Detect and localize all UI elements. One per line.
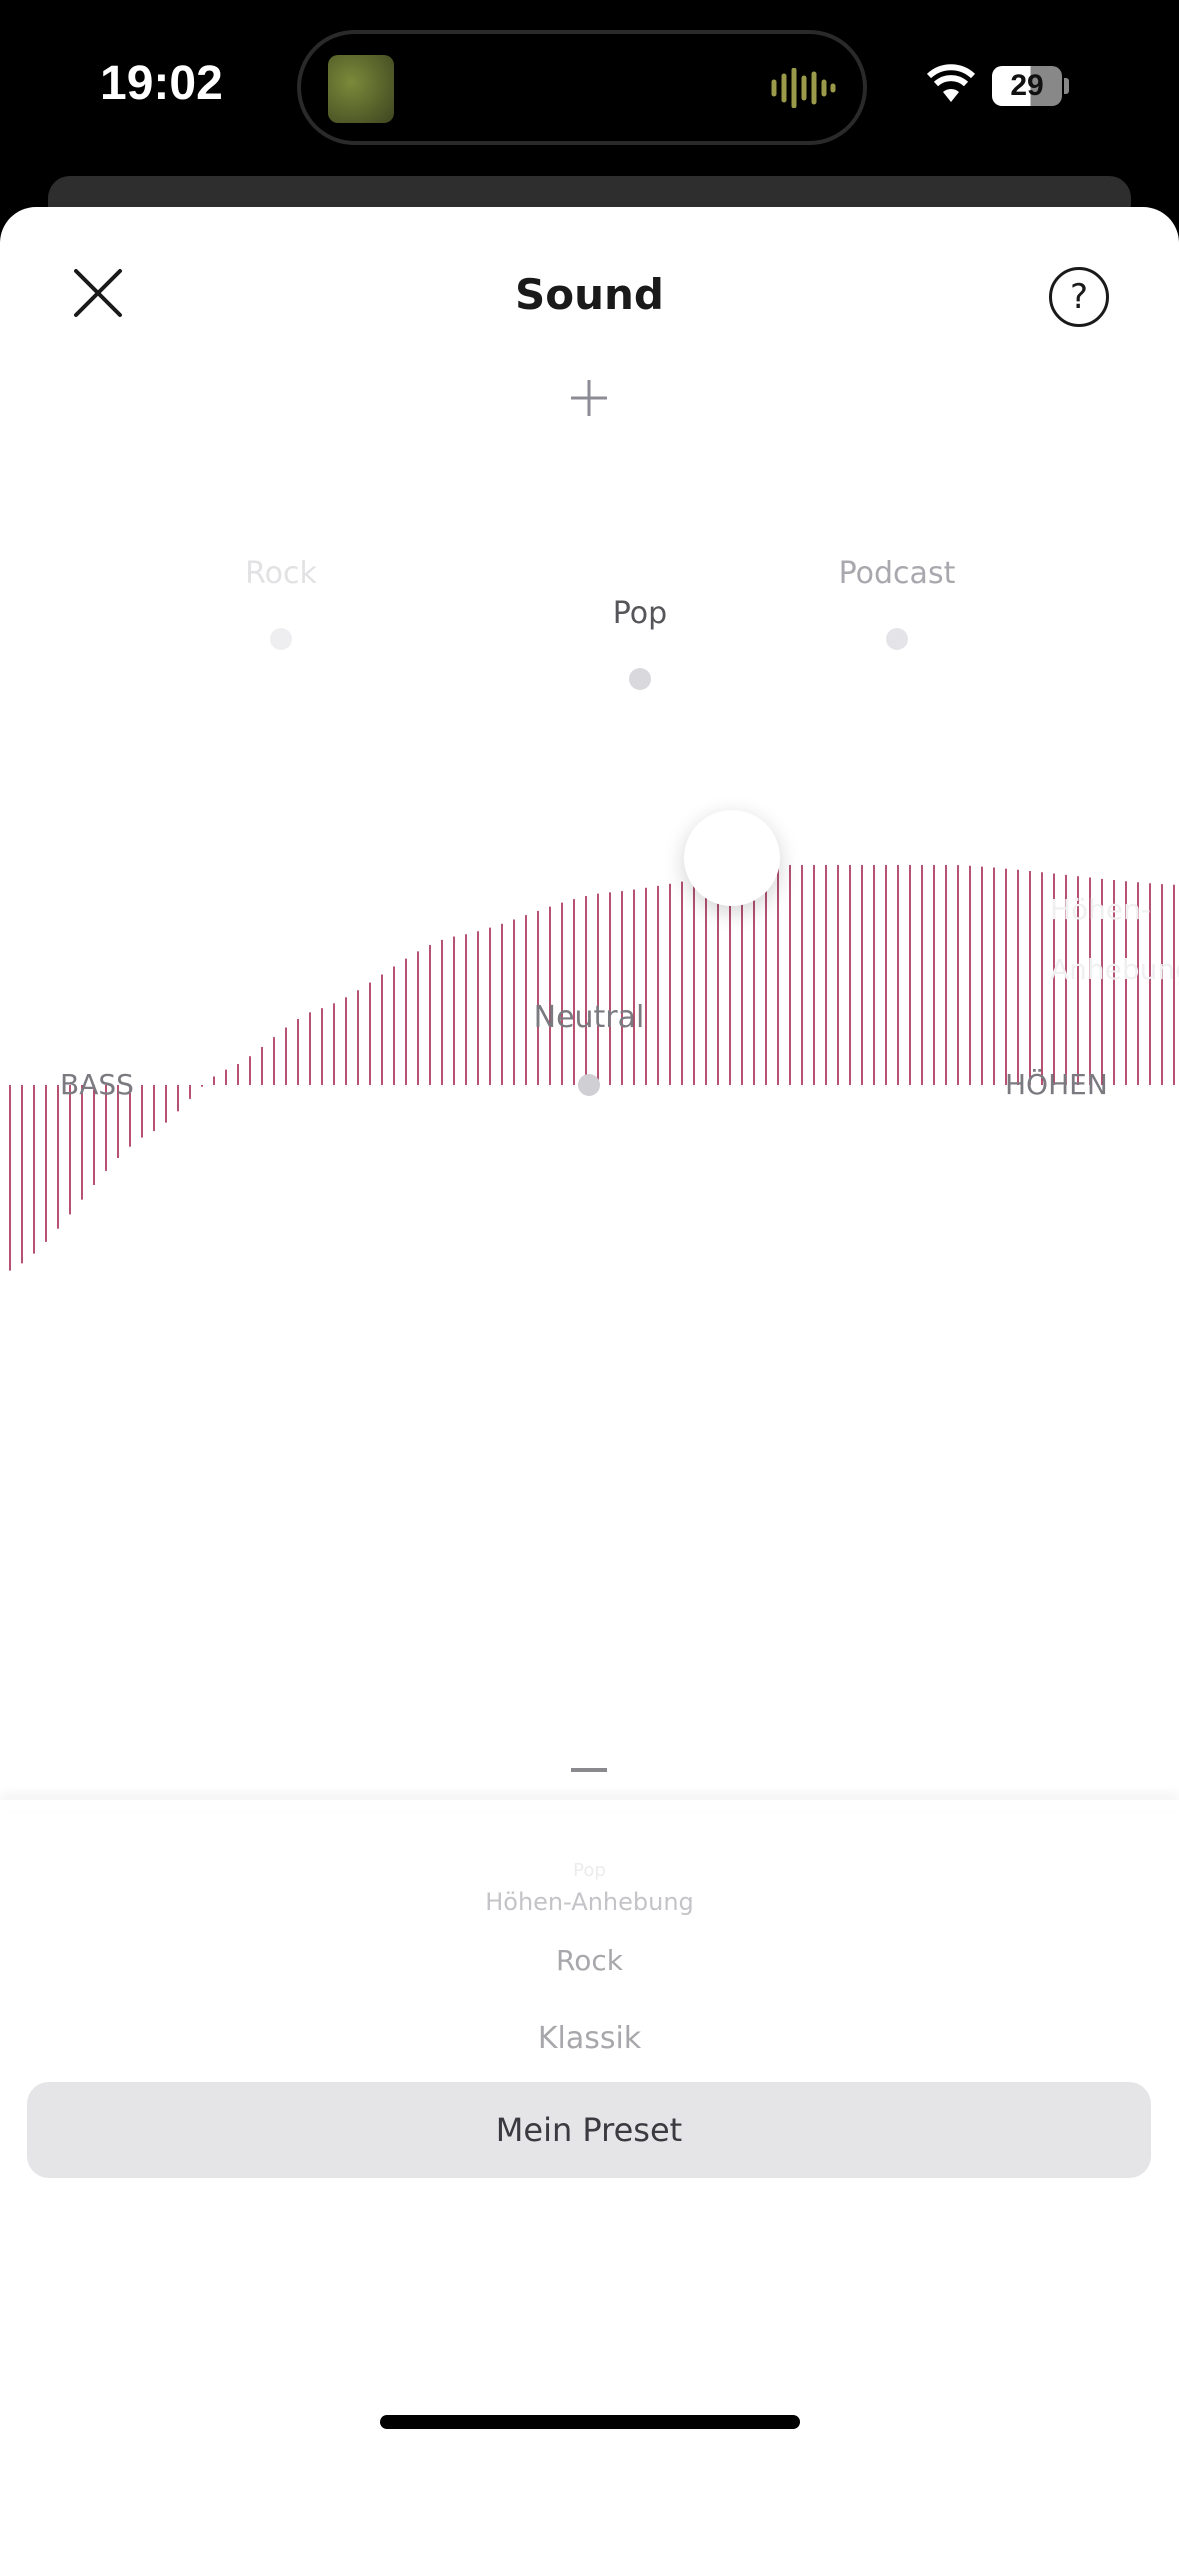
battery-indicator: 29	[992, 66, 1062, 106]
preset-rock-label[interactable]: Rock	[245, 556, 317, 591]
help-button[interactable]: ?	[1049, 267, 1109, 327]
plus-icon[interactable]	[569, 378, 609, 418]
preset-neutral-dot[interactable]	[578, 1074, 600, 1096]
picker-selected-item[interactable]: Mein Preset	[27, 2082, 1151, 2178]
preset-neutral-label[interactable]: Neutral	[533, 1000, 645, 1035]
audio-wave-icon	[771, 68, 836, 108]
preset-rock-dot[interactable]	[270, 628, 292, 650]
picker-divider	[0, 1800, 1179, 1810]
eq-curve[interactable]	[0, 780, 1179, 1280]
minus-icon[interactable]	[571, 1768, 607, 1772]
close-icon[interactable]	[70, 265, 126, 321]
preset-podcast-label[interactable]: Podcast	[838, 556, 956, 591]
wifi-icon	[926, 64, 976, 102]
picker-item[interactable]: Höhen-Anhebung	[485, 1888, 694, 1916]
battery-cap	[1064, 78, 1069, 94]
bass-axis-label: BASS	[60, 1068, 134, 1101]
picker-item[interactable]: Klassik	[537, 2021, 642, 2056]
picker-item[interactable]: Rock	[556, 1944, 623, 1977]
preset-podcast-dot[interactable]	[886, 628, 908, 650]
status-time: 19:02	[100, 57, 223, 110]
preset-pop-label[interactable]: Pop	[612, 596, 668, 631]
preset-treble-boost-label[interactable]: Höhen-Anhebung	[1050, 893, 1179, 986]
home-indicator[interactable]	[380, 2415, 800, 2429]
page-title: Sound	[515, 270, 664, 319]
picker-item[interactable]: Pop	[573, 1860, 606, 1881]
eq-drag-handle[interactable]	[684, 810, 780, 906]
now-playing-album-art[interactable]	[328, 55, 394, 123]
treble-axis-label: HÖHEN	[1005, 1068, 1108, 1101]
preset-pop-dot[interactable]	[629, 668, 651, 690]
